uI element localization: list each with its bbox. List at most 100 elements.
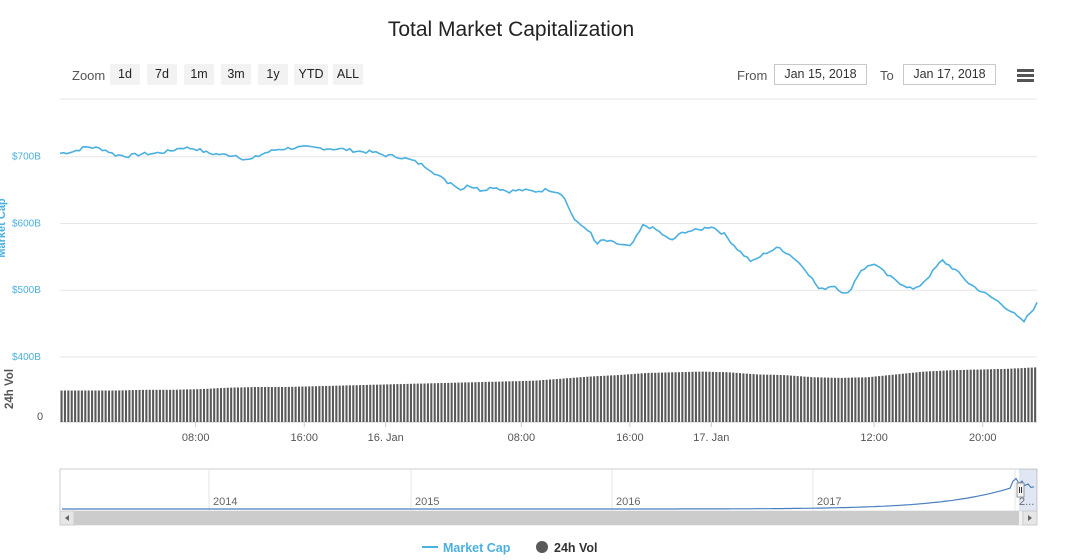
volume-bar (789, 375, 792, 422)
volume-bar (823, 377, 826, 422)
navigator-year-lines: 2014 2015 2016 2017 2... (208, 469, 1034, 511)
volume-bar (708, 371, 711, 422)
volume-bar (905, 373, 908, 422)
navigator[interactable]: 2014 2015 2016 2017 2... (59, 468, 1038, 512)
volume-bar (538, 380, 541, 422)
volume-bar (348, 385, 351, 422)
volume-bar (884, 375, 887, 422)
volume-bar (1034, 367, 1037, 422)
volume-bar (1003, 368, 1006, 422)
volume-bar (467, 382, 470, 422)
volume-bar (236, 387, 239, 422)
volume-bar (969, 369, 972, 422)
volume-bar (392, 384, 396, 422)
volume-bar (365, 384, 368, 422)
volume-bar (87, 390, 90, 422)
volume-bar (196, 389, 199, 422)
volume-bar (901, 373, 904, 422)
legend[interactable]: Market Cap 24h Vol (422, 541, 598, 555)
volume-bar (698, 371, 701, 422)
range-to-input[interactable] (903, 64, 996, 85)
x-tick-label: 16:00 (616, 432, 644, 444)
volume-bar (138, 389, 141, 422)
volume-bar (182, 389, 185, 422)
volume-bar (230, 387, 233, 422)
volume-bar (878, 376, 881, 422)
zoom-button-3m[interactable]: 3m (221, 64, 251, 85)
navigator-handle[interactable] (1016, 482, 1025, 498)
volume-bar (643, 373, 647, 422)
x-tick-label: 16:00 (290, 432, 318, 444)
volume-bar (956, 370, 959, 422)
volume-bar (810, 377, 813, 422)
x-tick-label: 08:00 (182, 432, 210, 444)
market-cap-line (59, 144, 1038, 324)
volume-bar (1010, 368, 1013, 422)
volume-bar (202, 388, 206, 422)
zoom-button-7d[interactable]: 7d (147, 64, 177, 85)
navigator-selected-range[interactable] (1019, 469, 1037, 511)
volume-bar (213, 388, 216, 422)
zoom-button-1m[interactable]: 1m (184, 64, 214, 85)
volume-bar (610, 375, 613, 422)
volume-bar (189, 389, 192, 422)
volume-bar (840, 377, 843, 422)
volume-bar (755, 374, 759, 422)
volume-bar (555, 379, 558, 422)
scrollbar-thumb[interactable] (74, 511, 1019, 525)
volume-bar (864, 377, 867, 422)
volume-bar (660, 372, 664, 422)
volume-bar (470, 382, 474, 422)
volume-bar (990, 369, 993, 422)
volume-bar (1030, 367, 1033, 422)
volume-bar (915, 372, 918, 422)
volume-bar (769, 374, 772, 422)
volume-bar (898, 374, 901, 422)
volume-bar (966, 369, 969, 422)
volume-series (60, 367, 1037, 422)
volume-bar (800, 376, 803, 422)
volume-bar (107, 390, 111, 422)
zoom-button-1d[interactable]: 1d (110, 64, 140, 85)
volume-bar (962, 369, 965, 422)
volume-bar (291, 386, 294, 422)
volume-bar (301, 386, 304, 422)
zoom-button-1y[interactable]: 1y (258, 64, 288, 85)
scrollbar[interactable] (59, 510, 1038, 526)
volume-bar (532, 380, 535, 422)
zoom-button-all[interactable]: ALL (333, 64, 363, 85)
zoom-button-ytd[interactable]: YTD (294, 64, 328, 85)
volume-bar (562, 378, 565, 422)
volume-bar (1006, 368, 1010, 422)
volume-bar (145, 389, 148, 422)
volume-bar (735, 372, 738, 422)
volume-bar (199, 389, 202, 422)
volume-bar (620, 374, 623, 422)
volume-bar (498, 381, 501, 422)
volume-bar (274, 387, 277, 422)
volume-bar (121, 390, 124, 422)
volume-bar (908, 373, 911, 422)
volume-bar (973, 369, 976, 422)
volume-bar (450, 382, 453, 422)
volume-bar (844, 377, 847, 422)
volume-bar (749, 373, 752, 422)
volume-bar (586, 376, 589, 422)
scroll-left-arrow-icon (65, 515, 69, 521)
volume-bar (701, 371, 704, 422)
volume-bar (820, 377, 823, 422)
volume-bar (260, 387, 263, 422)
volume-bar (861, 377, 864, 422)
volume-bar (942, 370, 945, 422)
volume-bar (627, 374, 630, 422)
range-from-input[interactable] (774, 64, 867, 85)
legend-volume-label[interactable]: 24h Vol (554, 541, 598, 555)
volume-bar (345, 385, 348, 422)
legend-market-cap-label[interactable]: Market Cap (443, 541, 511, 555)
y-axis-ticks: $700B $600B $500B $400B (12, 152, 41, 363)
volume-bar (677, 372, 680, 422)
hamburger-menu-icon[interactable] (1017, 69, 1034, 82)
volume-bar (192, 389, 195, 422)
volume-bar (264, 387, 267, 422)
volume-bar (114, 390, 117, 422)
